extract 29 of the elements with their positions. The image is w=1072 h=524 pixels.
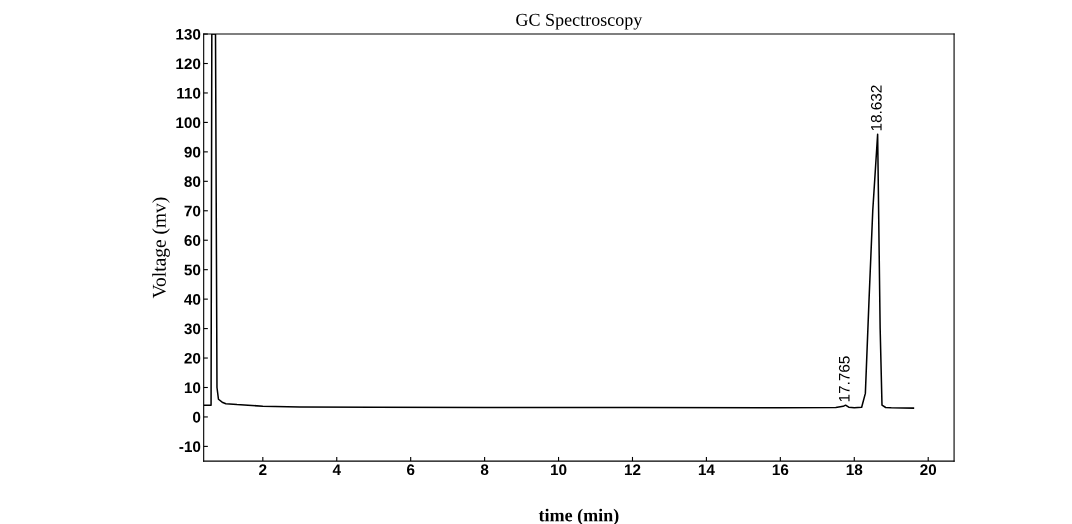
y-tick-label: -10 — [179, 441, 201, 453]
x-tick-label: 8 — [480, 464, 489, 476]
y-tick-label: 40 — [184, 294, 201, 305]
x-tick-label: 18 — [846, 464, 863, 476]
y-tick-label: 90 — [184, 146, 201, 158]
y-tick-label: 80 — [184, 176, 201, 188]
y-tick-label: 10 — [184, 382, 201, 394]
y-tick-label: 110 — [177, 87, 201, 99]
x-tick-label: 14 — [698, 464, 715, 475]
x-tick-label: 20 — [920, 464, 937, 476]
y-tick-label: 70 — [184, 205, 201, 217]
y-tick-label: 30 — [184, 323, 201, 335]
x-tick-label: 10 — [551, 464, 567, 476]
x-tick-label: 2 — [259, 464, 267, 475]
annotation: 17.765 — [838, 356, 850, 402]
y-tick-label: 120 — [176, 58, 201, 70]
y-tick-label: 100 — [176, 117, 201, 129]
x-tick-label: 6 — [407, 464, 415, 476]
y-tick-label: 0 — [193, 411, 201, 423]
y-axis-title: Voltage (mv) — [152, 197, 170, 299]
y-tick-label: 60 — [184, 235, 201, 246]
chart-title: GC Spectroscopy — [516, 13, 643, 30]
y-tick-label: 20 — [184, 352, 201, 364]
x-tick-label: 4 — [332, 464, 341, 475]
y-tick-label: 50 — [184, 264, 201, 276]
x-tick-label: 12 — [624, 464, 641, 475]
y-tick-label: 130 — [176, 28, 201, 40]
x-tick-label: 16 — [772, 464, 789, 476]
annotation: 18.632 — [870, 85, 882, 131]
